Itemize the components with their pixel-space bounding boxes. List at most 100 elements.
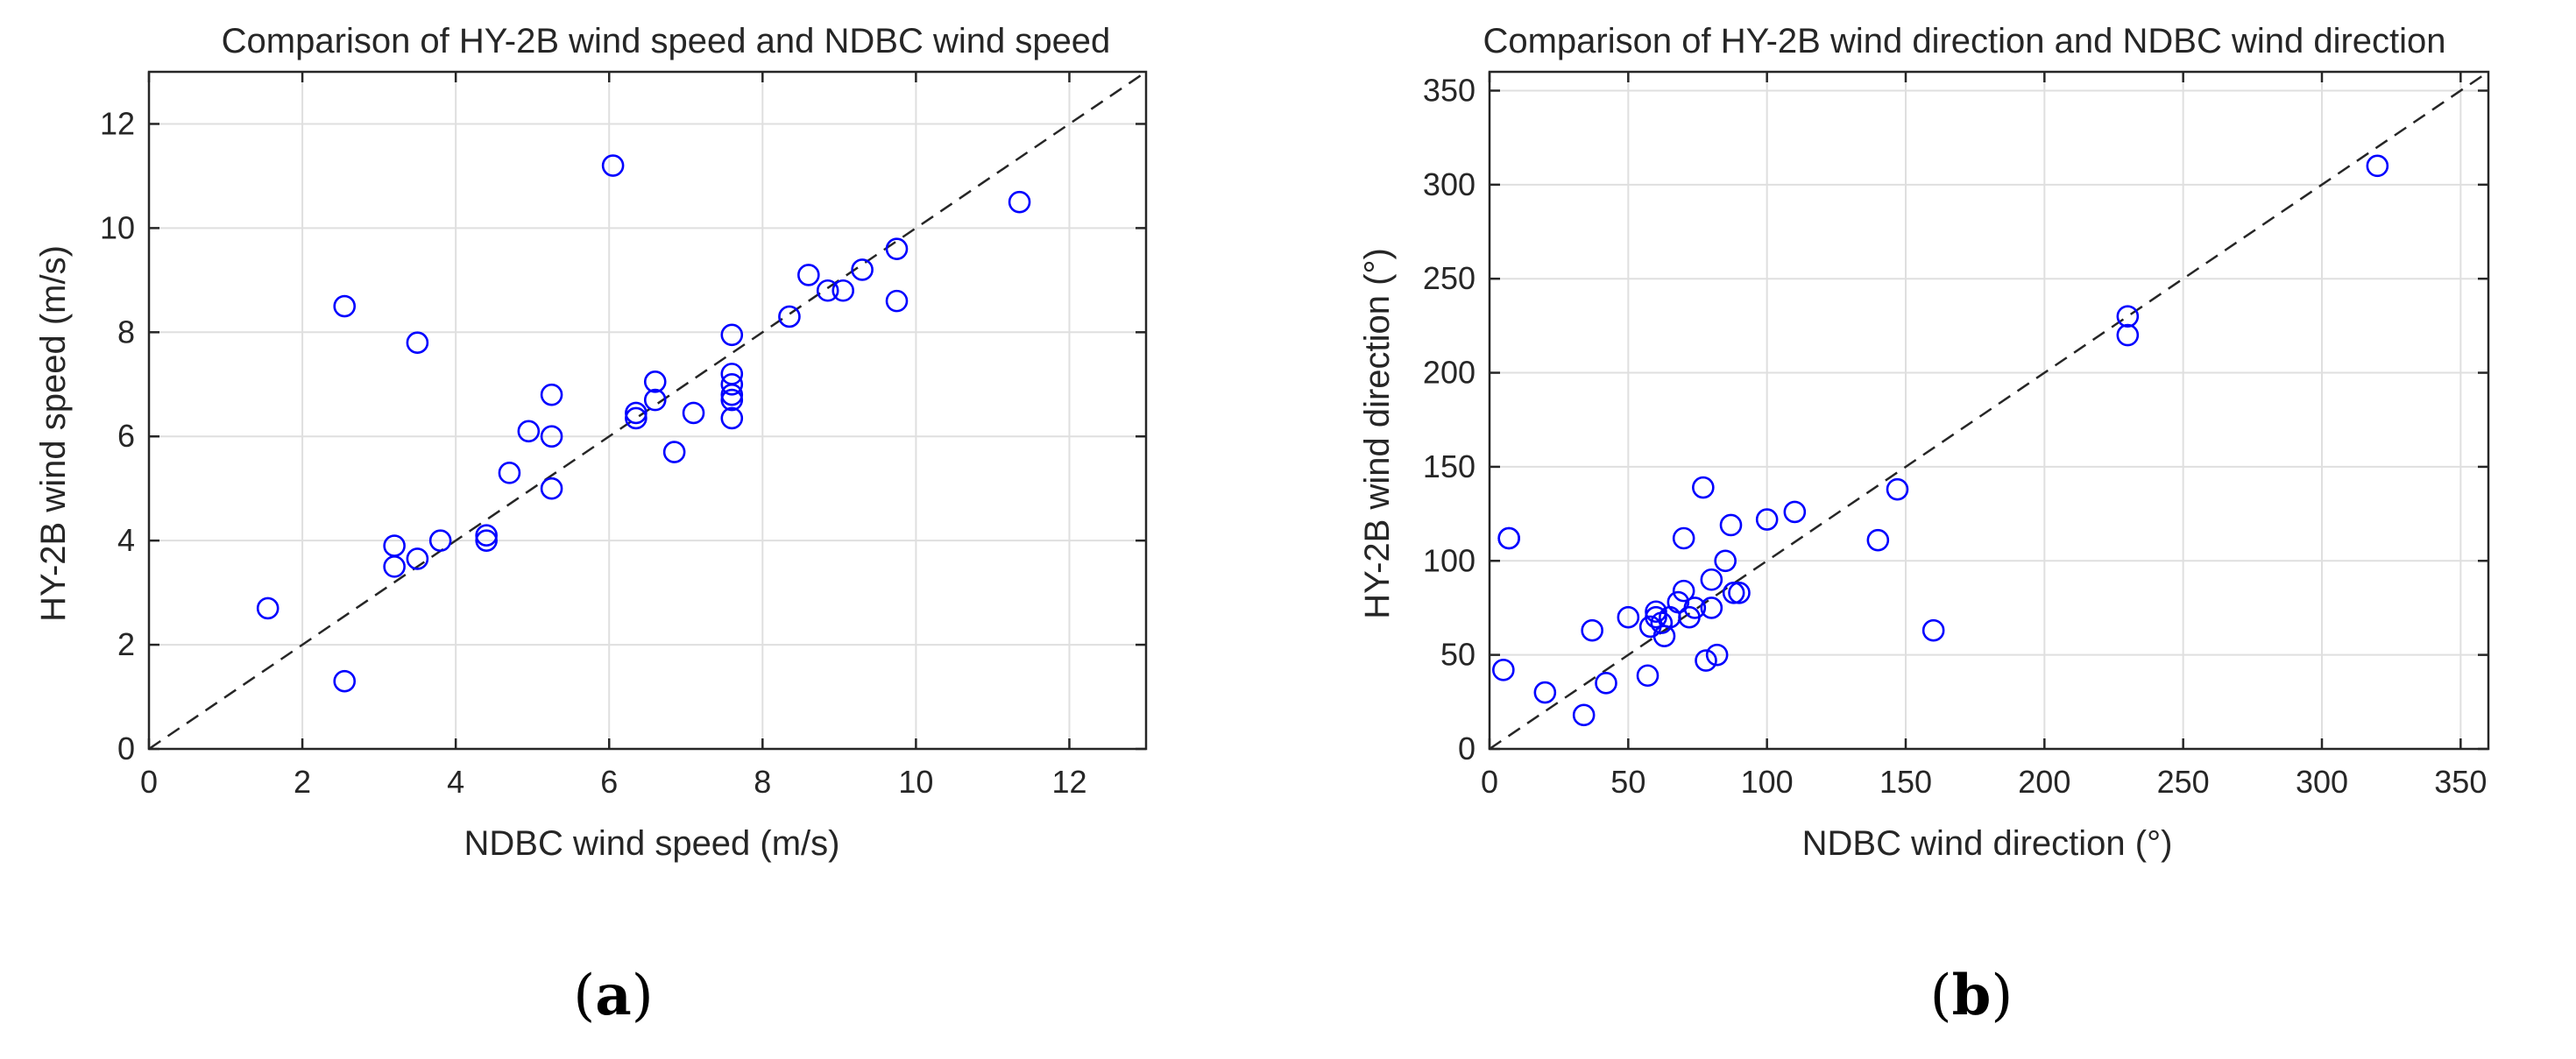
- chart-a-point-26: [720, 383, 744, 406]
- chart-b-point-36: [2366, 154, 2389, 178]
- chart-a-xtick-label-1: 2: [294, 764, 311, 800]
- chart-b-point-0: [1492, 659, 1515, 681]
- chart-a-point-29: [797, 264, 820, 286]
- chart-b-panel-label: (b): [1930, 963, 2013, 1028]
- chart-a-point-31: [832, 279, 855, 302]
- chart-b-ytick-label-4: 200: [1423, 355, 1476, 391]
- chart-a-point-24: [720, 372, 744, 396]
- chart-a-point-7: [428, 529, 452, 552]
- chart-a-point-32: [851, 258, 874, 281]
- chart-a-xtick-label-0: 0: [140, 764, 158, 800]
- chart-a-ytick-label-2: 4: [117, 522, 135, 558]
- chart-a-point-12: [540, 383, 563, 406]
- chart-b-xtick-label-0: 0: [1481, 764, 1498, 800]
- chart-b-point-3: [1533, 681, 1557, 704]
- chart-b-xtick-label-2: 100: [1741, 764, 1794, 800]
- chart-b-point-4: [1572, 703, 1596, 727]
- chart-a-point-20: [662, 441, 686, 463]
- chart-a-point-28: [778, 305, 801, 328]
- chart-a-xtick-label-3: 6: [600, 764, 618, 800]
- chart-a-point-15: [601, 154, 625, 177]
- chart-b-point-23: [1700, 597, 1723, 619]
- chart-b-axes-box: [1488, 70, 2490, 751]
- chart-b-point-15: [1667, 590, 1690, 614]
- chart-b-point-28: [1728, 581, 1751, 604]
- chart-a-point-4: [383, 555, 406, 578]
- chart-a-xtick-label-2: 4: [447, 764, 464, 800]
- chart-a-xtick-label-4: 8: [754, 764, 771, 800]
- chart-a-point-1: [333, 294, 357, 318]
- chart-b-point-21: [1695, 649, 1717, 672]
- chart-b-point-19: [1683, 597, 1707, 619]
- chart-a-title: Comparison of HY-2B wind speed and NDBC …: [222, 22, 1111, 60]
- chart-b-title: Comparison of HY-2B wind direction and N…: [1483, 22, 2445, 60]
- chart-a-reference-line: [148, 70, 1147, 751]
- chart-b-xtick-label-1: 50: [1610, 764, 1645, 800]
- chart-a-point-34: [885, 289, 909, 313]
- chart-a-point-30: [816, 279, 839, 302]
- chart-a-point-25: [720, 388, 744, 412]
- chart-a-point-21: [682, 401, 705, 425]
- chart-b-reference-line: [1489, 70, 2489, 751]
- chart-b-ytick-label-0: 0: [1458, 731, 1476, 766]
- chart-b-point-20: [1692, 476, 1715, 499]
- chart-a: Comparison of HY-2B wind speed and NDBC …: [34, 22, 1148, 1028]
- chart-a-ytick-label-4: 8: [117, 314, 135, 349]
- chart-a-point-19: [643, 388, 667, 412]
- chart-a-point-5: [406, 547, 429, 570]
- chart-b-xtick-label-7: 350: [2434, 764, 2487, 800]
- chart-a-point-0: [256, 597, 280, 620]
- chart-a-axes-box: [147, 70, 1148, 751]
- chart-a-ytick-label-0: 0: [117, 731, 135, 766]
- chart-a-point-10: [498, 462, 521, 484]
- chart-a-point-6: [406, 331, 429, 355]
- chart-a-point-8: [475, 524, 498, 547]
- chart-a-point-17: [625, 406, 648, 430]
- chart-b-point-35: [2116, 323, 2140, 347]
- chart-b-point-10: [1645, 600, 1667, 624]
- chart-b-ytick-label-3: 150: [1423, 448, 1476, 484]
- chart-b-xlabel: NDBC wind direction (°): [1802, 824, 2173, 863]
- chart-b-point-11: [1645, 605, 1667, 629]
- chart-a-ytick-label-3: 6: [117, 418, 135, 454]
- chart-b-point-7: [1617, 605, 1640, 629]
- chart-a-point-14: [540, 477, 563, 500]
- chart-b-point-5: [1581, 618, 1603, 642]
- chart-a-panel-label: (a): [573, 963, 653, 1028]
- chart-a-point-2: [333, 669, 357, 693]
- chart-a-xlabel: NDBC wind speed (m/s): [464, 824, 839, 863]
- chart-a-point-16: [625, 401, 648, 425]
- chart-a-xtick-label-5: 10: [898, 764, 933, 800]
- chart-b-ytick-label-2: 100: [1423, 542, 1476, 578]
- chart-b-point-31: [1866, 528, 1890, 552]
- chart-a-ylabel: HY-2B wind speed (m/s): [34, 245, 73, 622]
- chart-b-ylabel: HY-2B wind direction (°): [1358, 248, 1397, 619]
- chart-a-ytick-label-6: 12: [100, 105, 135, 141]
- chart-b-point-26: [1719, 513, 1743, 537]
- chart-b-ytick-label-6: 300: [1423, 166, 1476, 202]
- chart-b: Comparison of HY-2B wind direction and N…: [1358, 22, 2490, 1028]
- chart-a-point-13: [540, 425, 563, 448]
- chart-a-point-33: [885, 237, 909, 260]
- chart-b-point-8: [1636, 664, 1660, 688]
- chart-a-point-27: [720, 406, 744, 430]
- chart-b-ytick-label-7: 350: [1423, 72, 1476, 108]
- chart-b-xtick-label-5: 250: [2157, 764, 2210, 800]
- chart-b-point-24: [1705, 643, 1729, 667]
- chart-a-point-22: [720, 323, 744, 347]
- chart-b-point-33: [1921, 618, 1945, 642]
- chart-b-point-22: [1700, 568, 1723, 591]
- chart-b-point-25: [1714, 549, 1737, 573]
- chart-a-point-35: [1008, 190, 1031, 214]
- chart-b-point-6: [1595, 672, 1617, 695]
- chart-b-point-2: [1497, 526, 1520, 550]
- chart-b-ytick-label-1: 50: [1440, 637, 1476, 673]
- chart-b-point-32: [1886, 477, 1909, 501]
- chart-b-ytick-label-5: 250: [1423, 260, 1476, 296]
- chart-b-xtick-label-4: 200: [2018, 764, 2070, 800]
- chart-b-point-17: [1672, 579, 1695, 603]
- chart-a-ytick-label-1: 2: [117, 626, 135, 662]
- chart-b-point-27: [1722, 581, 1745, 604]
- chart-b-point-30: [1783, 500, 1807, 524]
- chart-a-point-11: [517, 420, 541, 443]
